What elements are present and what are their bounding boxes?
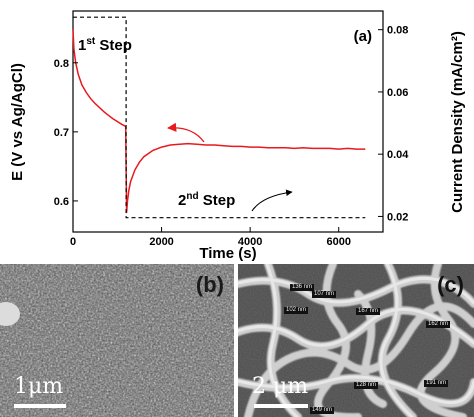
black-arrow xyxy=(251,189,293,212)
sem-image-b: (b) 1μm xyxy=(0,264,234,417)
measurement-label: 149 nm xyxy=(310,407,335,414)
x-tick-label: 2000 xyxy=(149,236,173,248)
measurement-label: 136 nm xyxy=(290,284,315,291)
measurement-label: 107 nm xyxy=(312,291,337,298)
sem-texture-b xyxy=(0,264,234,417)
x-tick-label: 4000 xyxy=(238,236,262,248)
red-arrow xyxy=(167,122,205,143)
measurement-label: 128 nm xyxy=(354,382,379,389)
measurement-label: 191 nm xyxy=(424,380,449,387)
measurement-label: 102 nm xyxy=(284,307,309,314)
y-axis-right-label: Current Density (mA/cm²) xyxy=(449,31,466,213)
y-right-tick-label: 0.08 xyxy=(387,25,408,37)
chronopotentiometry-chart: 0 2000 4000 6000 0.6 0.7 0.8 0.02 0.04 0.06 0.08… xyxy=(9,10,466,262)
measurement-label: 167 nm xyxy=(356,308,381,315)
bright-particle xyxy=(0,302,20,326)
current-density-line xyxy=(73,16,366,219)
panel-label-b: (b) xyxy=(195,272,224,297)
y-left-tick-label: 0.6 xyxy=(54,196,69,208)
sem-image-c: 136 nm 107 nm 102 nm 167 nm 162 nm 128 nm 149 … xyxy=(238,264,474,417)
y-axis-left-label: E (V vs Ag/AgCl) xyxy=(9,63,26,181)
panel-label-c: (c) xyxy=(437,272,464,297)
x-tick-label: 0 xyxy=(70,236,76,248)
scale-bar-b xyxy=(14,404,66,408)
step2-annotation: 2nd Step xyxy=(178,191,235,209)
x-tick-label: 6000 xyxy=(326,236,350,248)
step1-annotation: 1st Step xyxy=(78,36,132,54)
scale-bar-c xyxy=(254,404,308,408)
scale-text-b: 1μm xyxy=(14,374,64,399)
plot-frame xyxy=(72,10,384,233)
potential-line xyxy=(72,29,366,213)
y-right-tick-label: 0.06 xyxy=(387,87,408,99)
panel-label-a: (a) xyxy=(354,28,372,45)
y-right-tick-label: 0.02 xyxy=(387,211,408,223)
measurement-label: 162 nm xyxy=(426,321,451,328)
y-right-tick-label: 0.04 xyxy=(387,149,409,161)
y-left-tick-label: 0.7 xyxy=(54,127,69,139)
scale-text-c: 2 μm xyxy=(252,374,309,399)
sem-nanowires-c xyxy=(238,264,474,417)
y-left-tick-label: 0.8 xyxy=(54,58,69,70)
x-axis-label: Time (s) xyxy=(199,245,256,262)
